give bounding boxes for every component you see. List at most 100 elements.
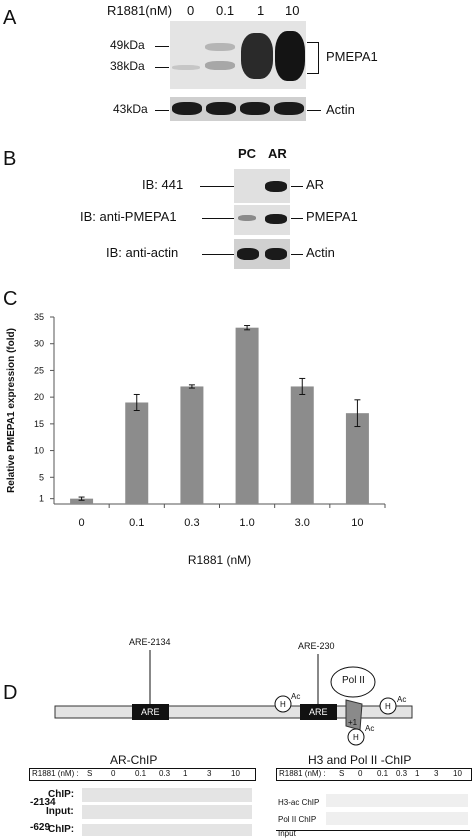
ib-line xyxy=(202,218,234,219)
ib-line xyxy=(202,254,234,255)
x-tick-label: 10 xyxy=(351,517,363,529)
are-box-label: ARE xyxy=(309,707,328,717)
ar-lane-label: 0.1 xyxy=(135,769,147,778)
panel-c-letter: C xyxy=(3,288,18,310)
are-far-label: ARE-2134 xyxy=(129,637,171,647)
are-far-box xyxy=(132,704,169,720)
marker-label: 38kDa xyxy=(110,59,145,73)
marker-line xyxy=(155,110,169,111)
ar-lane-label: 10 xyxy=(231,769,240,778)
are-near-box xyxy=(300,704,337,720)
ar-chip-header-box xyxy=(29,768,256,781)
ar-chip-header: R1881 (nM) : xyxy=(32,769,79,778)
h3-blot-strip xyxy=(326,794,468,807)
x-tick-label: 3.0 xyxy=(295,517,310,529)
y-tick-label: 5 xyxy=(39,472,44,482)
bar xyxy=(125,402,149,504)
actin-blot xyxy=(170,97,306,121)
h3-chip-header-box xyxy=(276,768,472,781)
y-tick-label: 10 xyxy=(34,446,44,456)
target-line xyxy=(291,218,303,219)
bar xyxy=(180,386,204,504)
column-header: PC xyxy=(238,146,257,161)
h3-row-label: H3-ac ChIP xyxy=(278,798,320,807)
blot-band xyxy=(206,102,236,115)
target-label: AR xyxy=(306,177,325,192)
y-tick-label: 15 xyxy=(34,419,44,429)
y-tick-label: 1 xyxy=(39,494,44,504)
promoter-diagram xyxy=(54,650,413,746)
target-line xyxy=(291,254,303,255)
y-tick-label: 35 xyxy=(34,312,44,322)
bar xyxy=(235,327,259,504)
acetyl-label: Ac xyxy=(291,692,301,701)
ar-lane-label: S xyxy=(87,769,93,778)
blot-band xyxy=(265,181,287,192)
ar-blot-strip xyxy=(82,788,252,802)
are-near-label: ARE-230 xyxy=(298,641,335,651)
target-label: Actin xyxy=(306,245,335,260)
ar-lane-label: 3 xyxy=(207,769,212,778)
column-header: AR xyxy=(268,146,287,161)
x-tick-label: 0.3 xyxy=(184,517,199,529)
dose-label: 0 xyxy=(187,3,195,18)
bar xyxy=(345,413,369,504)
plus-one-label: +1 xyxy=(348,718,358,727)
ib-label: IB: 441 xyxy=(142,177,184,192)
ar-blot-strip xyxy=(82,805,252,819)
ib-label: IB: anti-actin xyxy=(106,245,179,260)
blot-band xyxy=(205,61,235,70)
dose-label: 0.1 xyxy=(216,3,235,18)
are-box-label: ARE xyxy=(141,707,160,717)
marker-label: 43kDa xyxy=(113,102,148,116)
ar-lane-label: 1 xyxy=(183,769,188,778)
histone-circle xyxy=(274,695,292,713)
h3-lane-label: 0.1 xyxy=(377,769,389,778)
blot-band xyxy=(274,102,304,115)
blot-band xyxy=(237,248,259,260)
h3-lane-label: 1 xyxy=(415,769,420,778)
ar-lane-label: 0.3 xyxy=(159,769,171,778)
blot-band xyxy=(265,248,287,260)
ar-lane-label: 0 xyxy=(111,769,116,778)
y-tick-label: 20 xyxy=(34,392,44,402)
region-label: -629 xyxy=(30,822,51,833)
ar-chip-title: AR-ChIP xyxy=(110,753,158,767)
bar xyxy=(290,386,314,504)
x-tick-label: 1.0 xyxy=(239,517,254,529)
x-tick-label: 0.1 xyxy=(129,517,144,529)
marker-line xyxy=(307,110,321,111)
bar xyxy=(70,498,94,504)
ib-line xyxy=(200,186,234,187)
actin-b-blot xyxy=(234,239,290,269)
blot-band xyxy=(240,102,270,115)
y-tick-label: 25 xyxy=(34,365,44,375)
blot-band xyxy=(172,65,200,70)
protein-label: PMEPA1 xyxy=(326,49,378,64)
panel-d-letter: D xyxy=(3,682,18,704)
x-tick-label: 0 xyxy=(79,517,85,529)
marker-line xyxy=(155,46,169,47)
bracket xyxy=(307,42,319,74)
h3-blot-strip xyxy=(326,812,468,825)
acetyl-label: Ac xyxy=(365,724,375,733)
h3-chip-header: R1881 (nM) : xyxy=(279,769,326,778)
ib-label: IB: anti-PMEPA1 xyxy=(80,209,177,224)
histone-circle xyxy=(379,697,397,715)
h3-lane-label: 3 xyxy=(434,769,439,778)
panel-b-letter: B xyxy=(3,148,17,170)
histone-label: H xyxy=(280,700,286,709)
h3-lane-label: 0 xyxy=(358,769,363,778)
pmepa1-blot xyxy=(170,21,306,89)
loading-label: Actin xyxy=(326,102,355,117)
chip-row-label: ChIP: xyxy=(48,789,75,800)
blot-band xyxy=(265,214,287,224)
treatment-label: R1881(nM) xyxy=(107,3,173,18)
blot-band xyxy=(241,33,273,79)
pmepa1-b-blot xyxy=(234,205,290,235)
blot-band xyxy=(275,31,305,81)
pol-ii-label: Pol II xyxy=(342,675,365,686)
dose-label: 1 xyxy=(257,3,265,18)
h3-lane-label: 10 xyxy=(453,769,462,778)
